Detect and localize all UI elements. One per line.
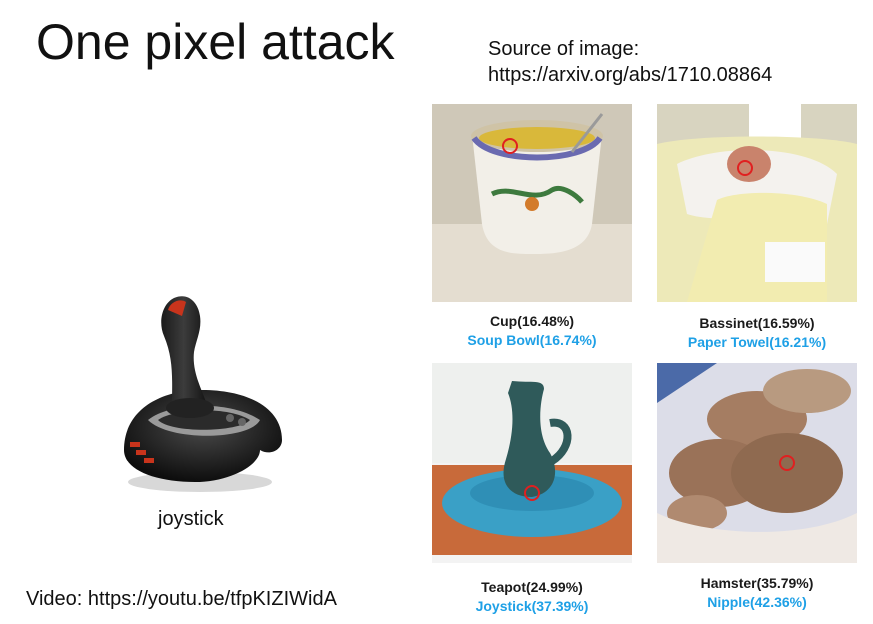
attack-pixel-marker [502, 138, 518, 154]
cup-adversarial-label: Soup Bowl(16.74%) [467, 332, 597, 348]
joystick-label: joystick [158, 508, 224, 530]
bassinet-original-label: Bassinet(16.59%) [699, 315, 815, 331]
cup-photo [432, 104, 632, 302]
hamster-photo [657, 363, 857, 563]
cup-original-label: Cup(16.48%) [489, 313, 575, 329]
teapot-adversarial-label: Joystick(37.39%) [475, 598, 589, 614]
attack-pixel-marker [737, 160, 753, 176]
hamster-original-label: Hamster(35.79%) [700, 575, 814, 591]
teapot-photo [432, 363, 632, 563]
attack-pixel-marker [524, 485, 540, 501]
video-link[interactable]: Video: https://youtu.be/tfpKIZIWidA [26, 588, 337, 610]
teapot-original-label: Teapot(24.99%) [481, 579, 583, 595]
joystick-image [110, 290, 290, 500]
hamster-adversarial-label: Nipple(42.36%) [707, 594, 807, 610]
bassinet-adversarial-label: Paper Towel(16.21%) [687, 334, 827, 350]
slide-title: One pixel attack [36, 14, 395, 70]
source-url[interactable]: https://arxiv.org/abs/1710.08864 [488, 64, 773, 86]
source-label: Source of image: [488, 38, 640, 60]
bassinet-photo [657, 104, 857, 302]
attack-pixel-marker [779, 455, 795, 471]
